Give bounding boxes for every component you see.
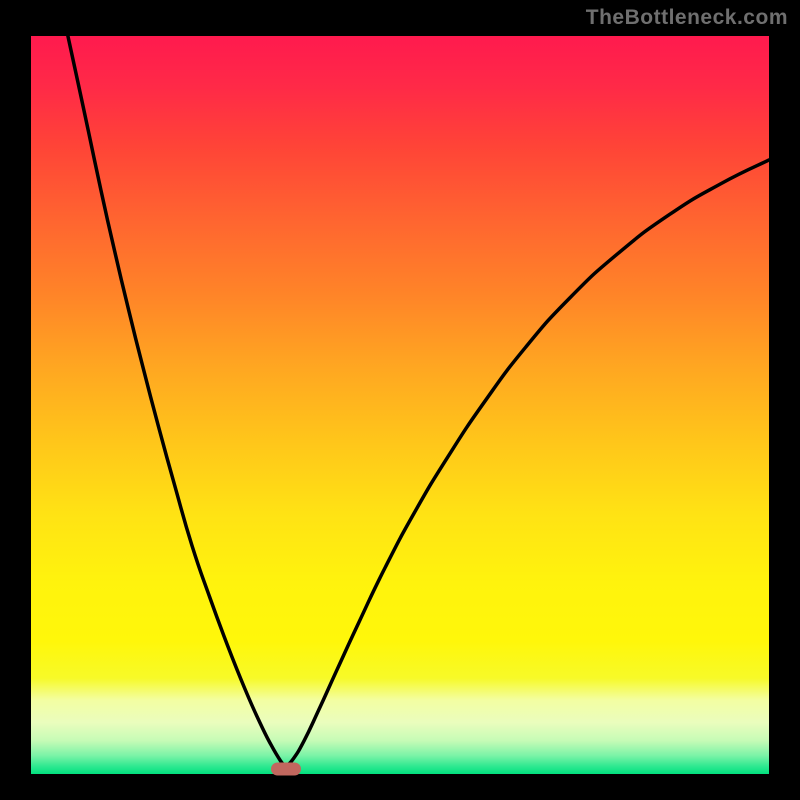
- bottleneck-marker: [271, 762, 301, 775]
- curve-left-path: [68, 36, 286, 767]
- watermark-text: TheBottleneck.com: [586, 6, 788, 30]
- bottleneck-curve: [31, 36, 769, 774]
- chart-container: TheBottleneck.com: [0, 0, 800, 800]
- plot-area: [31, 36, 769, 774]
- curve-right-path: [286, 160, 769, 767]
